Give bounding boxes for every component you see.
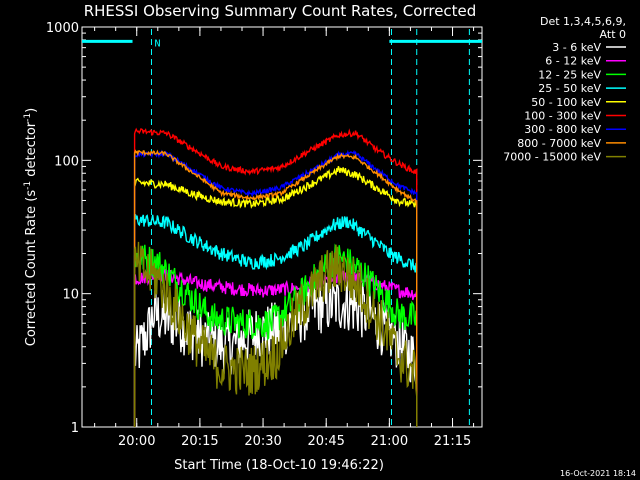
- y-tick-label: 100: [54, 154, 79, 169]
- day-night-indicators: N: [82, 29, 482, 427]
- series-line-3-6-kev: [133, 279, 418, 427]
- axes: [81, 26, 483, 428]
- series-line-300-800-kev: [133, 149, 418, 427]
- x-tick-label: 20:00: [118, 434, 155, 449]
- x-tick-label: 20:15: [181, 434, 218, 449]
- x-tick-label: 21:15: [434, 434, 471, 449]
- series-line-25-50-kev: [133, 214, 418, 427]
- y-axis-ticks: 1 10 100 1000: [46, 21, 482, 436]
- legend-entry-label: 12 - 25 keV: [538, 68, 601, 81]
- legend-entry-label: 50 - 100 keV: [531, 96, 601, 109]
- legend-entry-label: 300 - 800 keV: [524, 123, 601, 136]
- footer-timestamp: 16-Oct-2021 18:14: [560, 469, 636, 478]
- plot-frame: [81, 26, 483, 428]
- legend-header-line: Att 0: [600, 28, 626, 41]
- legend-header-line: Det 1,3,4,5,6,9,: [540, 15, 626, 28]
- series-line-7000-15000-kev: [133, 241, 418, 427]
- y-tick-label: 1000: [46, 21, 79, 36]
- legend-entry-label: 100 - 300 keV: [524, 110, 601, 123]
- x-tick-label: 21:00: [371, 434, 408, 449]
- x-tick-label: 20:45: [307, 434, 344, 449]
- legend-entry-label: 3 - 6 keV: [552, 41, 601, 54]
- legend-entry-label: 25 - 50 keV: [538, 82, 601, 95]
- legend-entry-label: 7000 - 15000 keV: [503, 151, 601, 164]
- series-group: [133, 127, 418, 427]
- legend-entry-label: 800 - 7000 keV: [517, 137, 601, 150]
- series-line-50-100-kev: [133, 166, 418, 427]
- y-axis-label: Corrected Count Rate (s-1 detector-1): [23, 108, 39, 346]
- legend-entry-label: 6 - 12 keV: [545, 55, 601, 68]
- series-line-800-7000-kev: [133, 149, 418, 427]
- flag-label: N: [154, 38, 160, 49]
- series-line-100-300-kev: [133, 127, 418, 427]
- chart-title: RHESSI Observing Summary Count Rates, Co…: [84, 2, 477, 20]
- y-tick-label: 10: [62, 288, 79, 303]
- series-line-12-25-kev: [133, 243, 418, 427]
- x-tick-label: 20:30: [244, 434, 281, 449]
- y-tick-label: 1: [71, 421, 79, 436]
- x-axis-label: Start Time (18-Oct-10 19:46:22): [174, 458, 384, 473]
- x-axis-ticks: 20:00 20:15 20:30 20:45 21:00 21:15: [94, 27, 475, 449]
